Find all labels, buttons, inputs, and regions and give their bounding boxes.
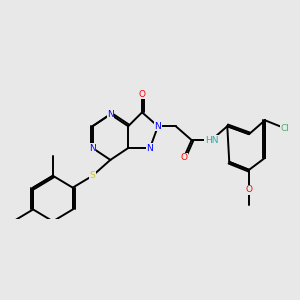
Text: Cl: Cl (280, 124, 289, 133)
Text: N: N (154, 122, 161, 131)
Text: O: O (246, 185, 253, 194)
Text: N: N (147, 143, 153, 152)
Text: O: O (180, 153, 187, 162)
Text: HN: HN (205, 136, 218, 145)
Text: O: O (139, 90, 145, 99)
Text: N: N (89, 143, 96, 152)
Text: S: S (90, 171, 95, 180)
Text: N: N (107, 110, 114, 119)
